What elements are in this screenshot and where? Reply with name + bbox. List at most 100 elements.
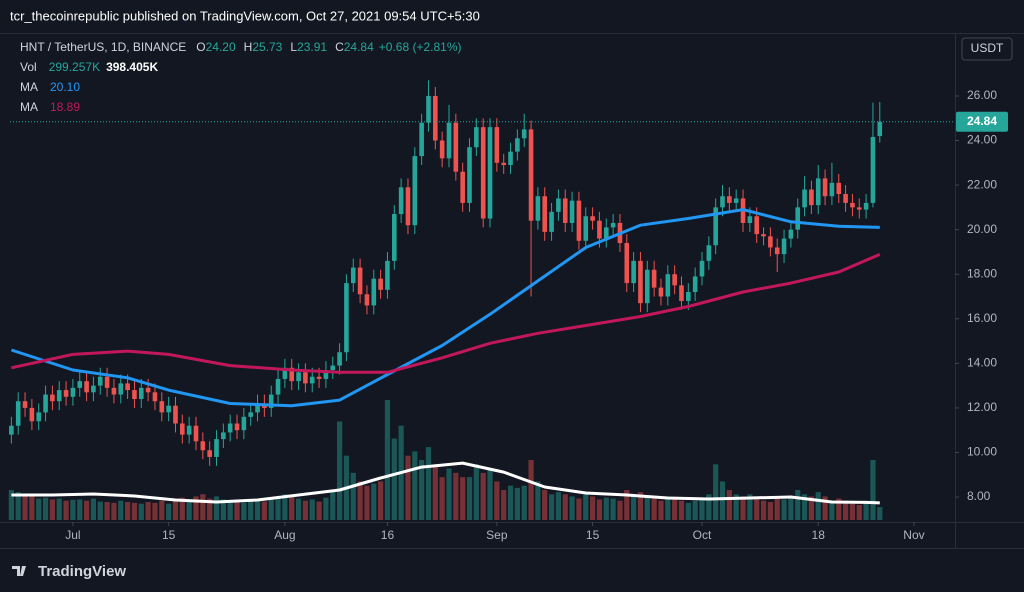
candle-body <box>289 367 295 382</box>
candle-body <box>378 278 383 290</box>
volume-bar <box>760 500 767 520</box>
candle-body <box>494 127 500 163</box>
volume-bar <box>118 500 124 520</box>
candle-body <box>227 423 233 433</box>
candle-body <box>686 292 691 301</box>
candle-body <box>713 207 718 246</box>
volume-bar <box>754 498 760 520</box>
volume-bar <box>589 496 596 520</box>
volume-bar <box>289 496 295 520</box>
candle-body <box>603 227 609 239</box>
candle-body <box>501 162 506 166</box>
candle-body <box>255 403 260 413</box>
volume-bar <box>596 499 603 520</box>
candle-body <box>357 267 363 295</box>
candle-body <box>706 245 712 261</box>
legend-key: O <box>196 40 205 54</box>
candle-body <box>453 122 459 172</box>
candle-body <box>371 278 377 306</box>
volume-bar <box>624 490 630 520</box>
logo: TradingView <box>12 563 126 580</box>
volume-bar <box>90 498 97 520</box>
volume-bar <box>842 502 849 520</box>
x-tick-label: Jul <box>65 528 80 542</box>
candle-body <box>221 432 226 440</box>
volume-bar <box>131 502 138 520</box>
volume-bar <box>685 502 691 520</box>
volume-bar <box>172 498 179 520</box>
unit-label[interactable]: USDT <box>971 41 1004 55</box>
volume-bar <box>104 502 110 520</box>
candle-body <box>781 238 787 255</box>
candle-body <box>863 202 869 210</box>
last-price-box <box>956 111 1008 132</box>
legend-key: Vol <box>20 60 37 74</box>
volume-bar <box>336 421 343 520</box>
candle-body <box>207 450 212 457</box>
candle-body <box>556 198 561 212</box>
volume-bar <box>227 500 233 520</box>
volume-bar <box>36 498 42 520</box>
candle-body <box>248 412 253 417</box>
candle-body <box>610 222 616 228</box>
y-tick-label: 22.00 <box>967 177 997 191</box>
candle-body <box>84 381 89 393</box>
volume-bar <box>644 496 650 520</box>
ma-line <box>10 208 880 408</box>
y-tick-label: 26.00 <box>967 88 997 102</box>
candle-body <box>590 216 595 221</box>
legend-value: 299.257K <box>49 60 100 74</box>
volume-bar <box>405 455 411 520</box>
volume-bar <box>15 492 21 520</box>
candle-body <box>70 387 76 397</box>
candle-body <box>528 129 534 221</box>
volume-bar <box>207 498 213 520</box>
volume-bar <box>863 500 869 520</box>
unit-button[interactable] <box>961 37 1013 61</box>
x-tick-label: Nov <box>903 528 924 542</box>
volume-bar <box>631 494 637 520</box>
volume-bar <box>877 507 883 520</box>
volume-bar <box>295 498 302 520</box>
volume-bar <box>97 501 103 520</box>
candle-body <box>733 198 739 203</box>
candle-body <box>562 198 568 223</box>
candle-body <box>535 196 541 221</box>
candle-body <box>159 401 165 413</box>
volume-bar <box>576 498 582 520</box>
volume-bar <box>870 460 876 520</box>
volume-bar <box>692 500 698 520</box>
candle-body <box>433 95 438 141</box>
candle-body <box>152 392 158 402</box>
chart-title: tcr_thecoinrepublic published on Trading… <box>10 8 480 23</box>
volume-bar <box>213 496 220 520</box>
candle-body <box>337 352 342 366</box>
volume-bar <box>856 505 862 520</box>
volume-bar <box>699 498 705 520</box>
volume-bar <box>507 485 514 520</box>
volume-bar <box>371 483 377 520</box>
volume-bar <box>747 494 753 520</box>
volume-bar <box>241 502 247 520</box>
candle-body <box>330 365 336 371</box>
candle-body <box>809 189 814 206</box>
legend-value: 25.73 <box>252 40 282 54</box>
volume-bar <box>166 503 172 520</box>
candle-body <box>56 390 62 402</box>
volume-bar <box>569 496 575 520</box>
volume-bar <box>665 496 671 520</box>
candle-body <box>193 425 199 442</box>
x-tick-label: Oct <box>693 528 712 542</box>
candle-body <box>597 220 602 239</box>
volume-bar <box>603 497 609 520</box>
x-tick-label: Aug <box>274 528 295 542</box>
candle-body <box>795 207 801 230</box>
volume-bar <box>350 472 356 520</box>
volume-bar <box>808 496 815 520</box>
candle-body <box>569 200 575 223</box>
candle-body <box>549 211 554 232</box>
x-tick-label: Sep <box>486 528 508 542</box>
candle-body <box>480 127 486 219</box>
candle-body <box>50 394 55 402</box>
legend-line: HNT / TetherUS, 1D, BINANCE O24.20 H25.73 L… <box>20 40 462 54</box>
